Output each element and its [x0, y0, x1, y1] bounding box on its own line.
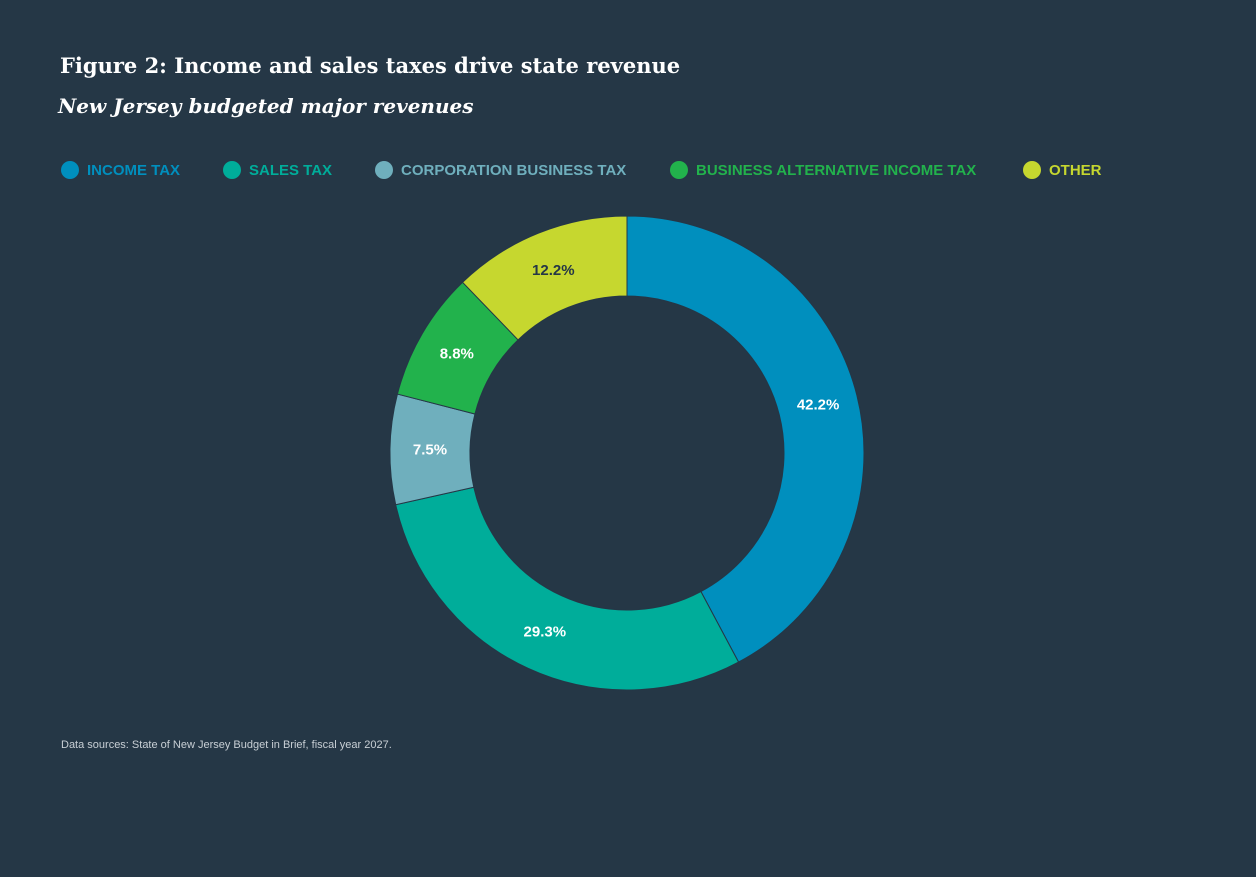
legend-label: CORPORATION BUSINESS TAX — [401, 161, 627, 179]
donut-slices — [389, 215, 865, 691]
legend-swatch — [61, 161, 79, 179]
legend-item: INCOME TAX — [61, 160, 180, 180]
data-source-note: Data sources: State of New Jersey Budget… — [61, 739, 392, 751]
chart-title: Figure 2: Income and sales taxes drive s… — [60, 53, 681, 78]
donut-slice — [626, 215, 865, 663]
legend: INCOME TAX SALES TAX CORPORATION BUSINESS … — [61, 160, 1211, 180]
slice-label: 8.8% — [440, 345, 474, 362]
legend-label: INCOME TAX — [87, 161, 181, 179]
legend-label: OTHER — [1049, 161, 1102, 179]
slice-label: 7.5% — [413, 441, 447, 458]
legend-swatch — [1023, 161, 1041, 179]
slice-label: 29.3% — [524, 624, 567, 641]
chart-subtitle: New Jersey budgeted major revenues — [58, 94, 474, 118]
legend-label: BUSINESS ALTERNATIVE INCOME TAX — [696, 161, 977, 179]
donut-slice-labels: 42.2% 29.3% 7.5% 8.8% 12.2% — [413, 262, 839, 641]
legend-swatch — [223, 161, 241, 179]
slice-label: 12.2% — [532, 262, 575, 279]
legend-item: OTHER — [1023, 160, 1102, 180]
donut-slice — [461, 215, 628, 341]
legend-label: SALES TAX — [249, 161, 333, 179]
slice-label: 42.2% — [797, 397, 840, 414]
legend-item: SALES TAX — [223, 160, 332, 180]
legend-swatch — [670, 161, 688, 179]
legend-item: CORPORATION BUSINESS TAX — [375, 160, 626, 180]
donut-slice — [395, 486, 740, 691]
legend-item: BUSINESS ALTERNATIVE INCOME TAX — [670, 160, 976, 180]
legend-swatch — [375, 161, 393, 179]
